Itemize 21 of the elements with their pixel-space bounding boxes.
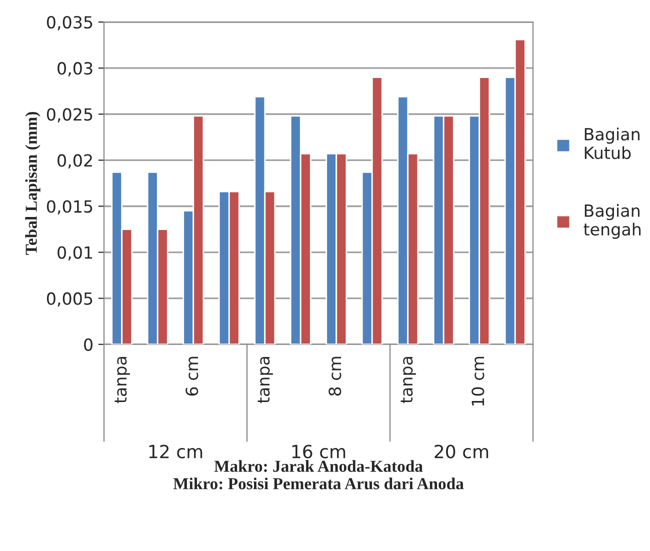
- legend-label: Bagian tengah: [584, 204, 641, 239]
- y-tick-label: 0,01: [58, 246, 92, 261]
- x-tick-label: tanpa: [258, 357, 273, 404]
- text: 20 cm: [434, 444, 488, 458]
- x-axis-title: Makro: Jarak Anoda-Katoda Mikro: Posisi Pemerata Arus dari Anoda: [173, 460, 464, 490]
- text: 12 cm: [149, 444, 202, 458]
- x-tick-label: tanpa: [114, 357, 130, 404]
- y-tick-label: 0: [84, 338, 92, 351]
- y-tick-label: 0,03: [58, 62, 92, 76]
- y-tick-label: 0,015: [46, 200, 92, 214]
- y-tick-label: 0,005: [46, 292, 92, 307]
- x-tick-label: 10 cm: [472, 356, 484, 406]
- legend-label: Bagian Kutub: [584, 128, 640, 160]
- y-axis-title: Tebal Lapisan (mm): [25, 112, 40, 255]
- x-tick-label: tanpa: [400, 357, 416, 404]
- y-tick-label: 0,035: [46, 16, 92, 30]
- y-tick-label: 0,025: [46, 108, 92, 122]
- x-tick-label: 8 cm: [328, 356, 342, 396]
- text: 16 cm: [292, 444, 346, 458]
- x-tick-label: 6 cm: [186, 356, 198, 396]
- y-tick-label: 0,02: [58, 154, 92, 168]
